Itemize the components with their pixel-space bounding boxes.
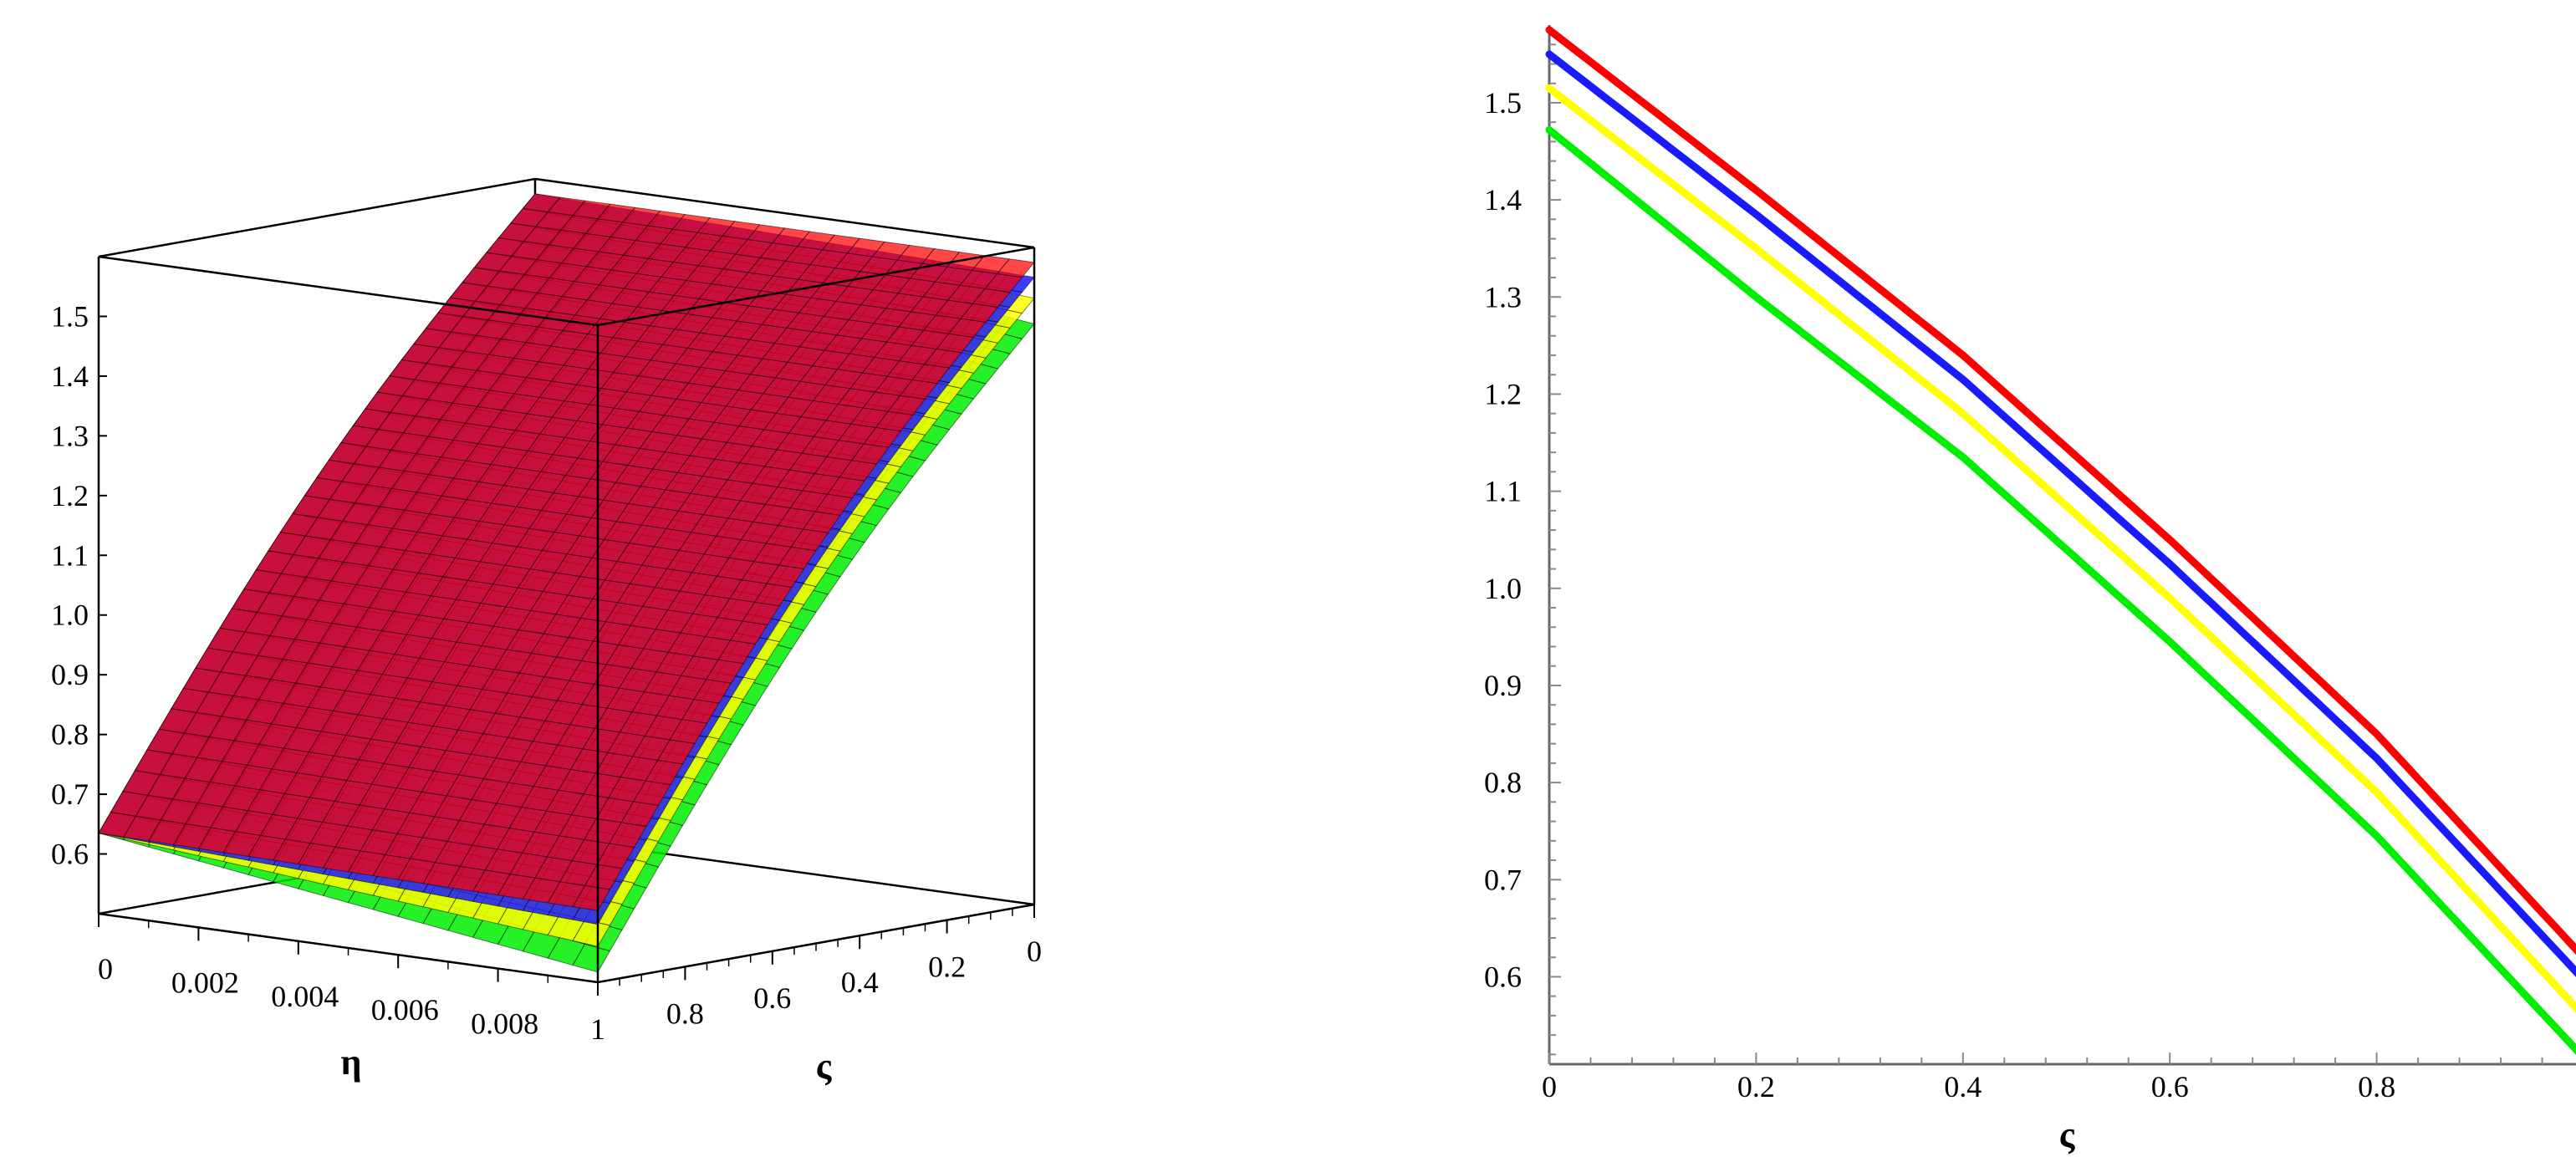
eta-axis-title: η — [341, 1042, 362, 1083]
line-plot-2d: 0.6 0.7 0.8 0.9 1.0 1.1 1.2 1.3 1.4 1.5 0 0.2 0.4 0.6… — [1484, 25, 2576, 1155]
s-axis-title: ς — [816, 1046, 833, 1087]
z-tick-label: 1.1 — [51, 538, 89, 572]
z-tick-label: 1.3 — [51, 419, 89, 452]
series-line-1 — [1545, 50, 2576, 977]
eta-tick-label: 0 — [98, 952, 113, 986]
z-tick-label: 0.7 — [51, 777, 89, 811]
x-tick-label: 0.2 — [1737, 1070, 1775, 1103]
z-tick-label: 1.5 — [51, 299, 89, 333]
series-line-3 — [1545, 126, 2576, 1055]
y-tick-label: 0.6 — [1484, 960, 1522, 993]
eta-tick-label: 0.008 — [471, 1007, 538, 1041]
box-edge — [98, 177, 536, 258]
z-tick-label: 1.2 — [51, 479, 89, 512]
s-tick-label: 0.8 — [666, 996, 704, 1030]
series-line-0 — [1545, 26, 2576, 956]
x-tick-label: 0.6 — [2151, 1070, 2189, 1103]
eta-tick-label: 0.006 — [371, 993, 439, 1027]
y-tick-label: 0.9 — [1484, 669, 1522, 702]
y-tick-label: 1.0 — [1484, 572, 1522, 605]
z-tick-label: 0.9 — [51, 658, 89, 691]
eta-tick-label: 0.004 — [271, 980, 339, 1013]
x-tick-label: 0.8 — [2358, 1070, 2395, 1103]
y-tick-label: 1.2 — [1484, 377, 1522, 410]
box-edge — [98, 255, 599, 327]
y-tick-label: 0.8 — [1484, 766, 1522, 799]
y-tick-label: 1.1 — [1484, 475, 1522, 508]
series-line-2 — [1545, 84, 2576, 1013]
y-tick-label: 1.5 — [1484, 86, 1522, 120]
s-tick-label: 0.2 — [928, 950, 966, 984]
z-tick-label: 1.0 — [51, 599, 89, 632]
x-tick-label: 0 — [1542, 1070, 1557, 1103]
s-tick-label: 0.4 — [841, 966, 879, 999]
z-tick-label: 0.8 — [51, 718, 89, 752]
x-axis-title: ς — [2059, 1114, 2076, 1155]
box-edge — [534, 177, 1035, 249]
eta-tick-label: 0.002 — [171, 966, 239, 999]
s-tick-label: 0 — [1027, 935, 1042, 968]
z-tick-label: 0.6 — [51, 838, 89, 871]
surface-layer-0 — [98, 193, 1035, 911]
s-tick-label: 0.6 — [753, 981, 791, 1015]
surface-plot-3d: 0.6 0.7 0.8 0.9 1.0 1.1 1.2 1.3 1.4 1.5 0 0.002 0.00… — [51, 177, 1042, 1087]
box-edge — [597, 246, 1035, 327]
y-tick-label: 1.4 — [1484, 183, 1522, 217]
z-tick-label: 1.4 — [51, 359, 89, 393]
y-tick-label: 1.3 — [1484, 280, 1522, 313]
y-tick-label: 0.7 — [1484, 863, 1522, 896]
s-tick-label: 1 — [590, 1012, 605, 1046]
x-tick-label: 0.4 — [1944, 1070, 1982, 1103]
